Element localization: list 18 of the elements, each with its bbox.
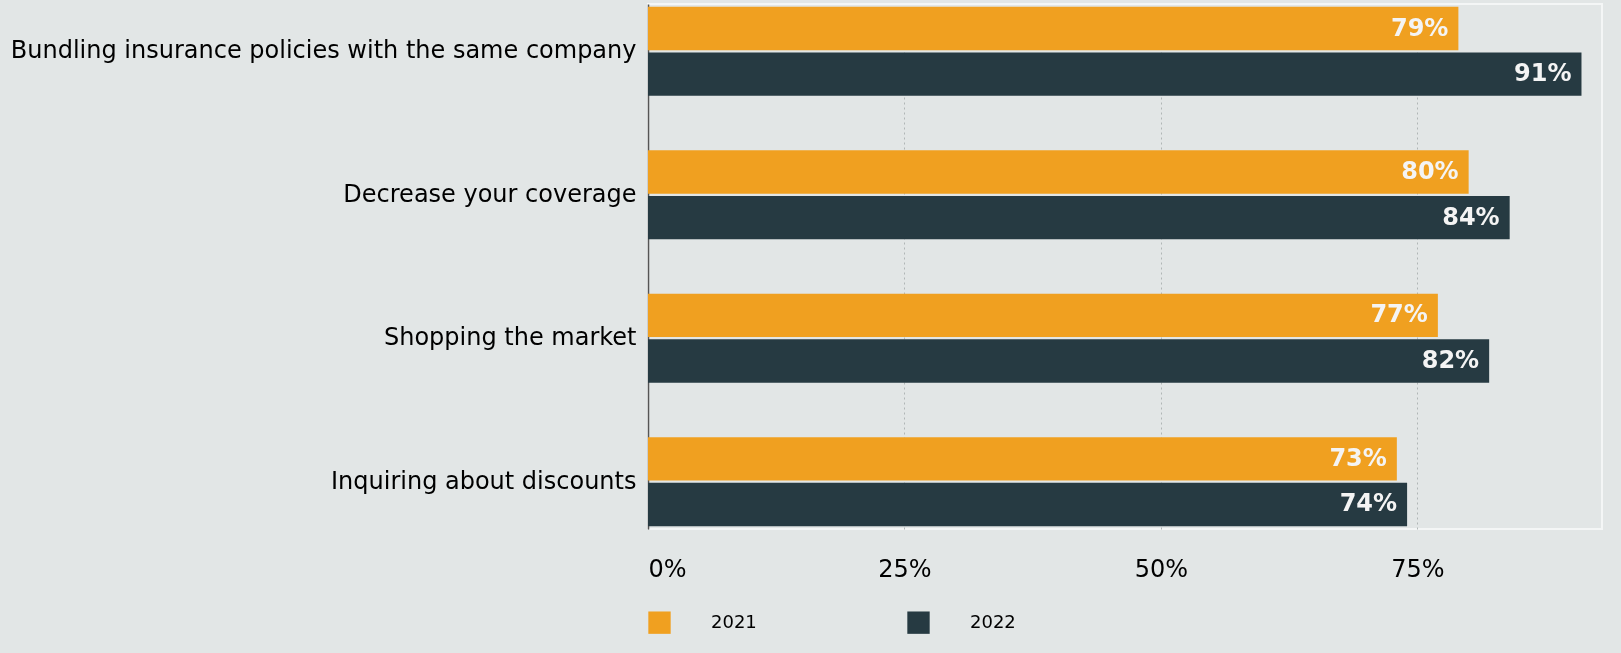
data-label: 80% [1401, 156, 1459, 185]
data-label: 74% [1339, 489, 1398, 518]
data-label: 73% [1329, 443, 1387, 472]
y-tick-label: Inquiring about discounts [330, 466, 637, 495]
x-tick-label: 75% [1391, 554, 1445, 583]
data-label: 79% [1390, 13, 1449, 42]
legend-label: 2022 [970, 610, 1016, 632]
data-label: 84% [1442, 202, 1500, 231]
legend-label: 2021 [711, 610, 757, 632]
y-tick-label: Decrease your coverage [343, 179, 637, 208]
y-tick-label: Bundling insurance policies with the same company [10, 36, 637, 65]
x-tick-label: 50% [1134, 554, 1189, 583]
data-label: 77% [1370, 300, 1428, 329]
x-tick-label: 0% [648, 554, 687, 583]
data-label: 82% [1421, 346, 1480, 375]
y-tick-label: Shopping the market [383, 323, 637, 352]
data-label: 91% [1514, 59, 1572, 88]
x-tick-label: 25% [878, 554, 932, 583]
